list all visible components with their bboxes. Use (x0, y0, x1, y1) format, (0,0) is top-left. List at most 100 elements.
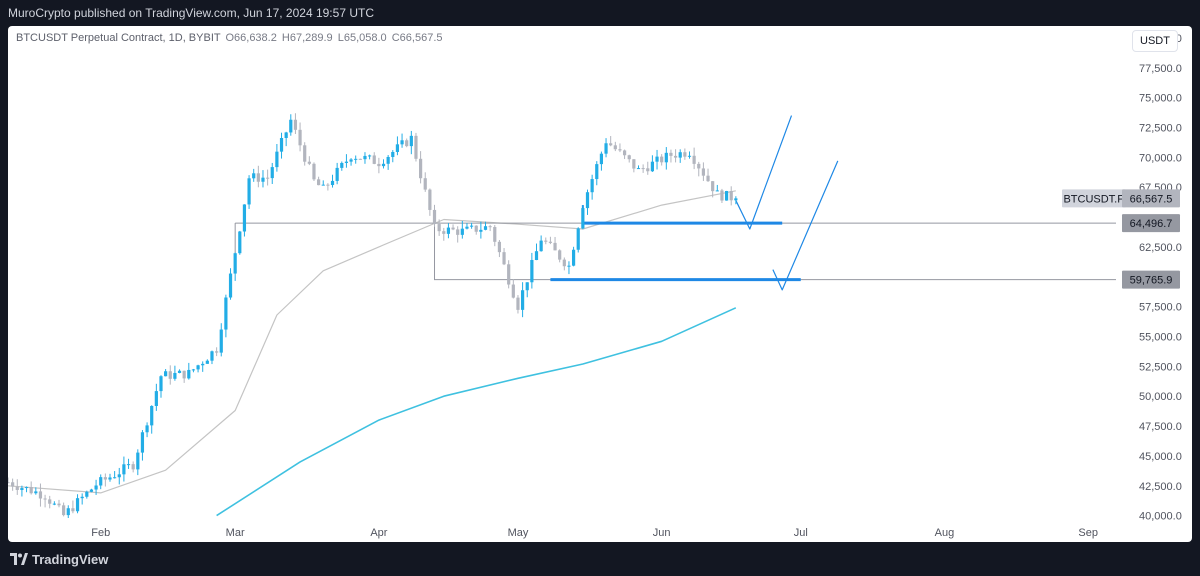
y-tick-label: 45,000.0 (1139, 451, 1182, 463)
candle-body (256, 173, 260, 182)
y-tick-label: 77,500.0 (1139, 63, 1182, 75)
candle-body (442, 231, 446, 234)
price-chart[interactable]: 80,000.077,500.075,000.072,500.070,000.0… (8, 26, 1192, 542)
low-value: L65,058.0 (337, 32, 387, 44)
candle-body (474, 225, 478, 232)
candle-body (11, 482, 15, 487)
candle-body (377, 163, 381, 167)
candle-body (660, 156, 664, 163)
candle-body (669, 152, 673, 156)
candle-body (140, 432, 145, 453)
candle-body (187, 369, 191, 379)
y-tick-label: 75,000.0 (1139, 93, 1182, 105)
candle-body (701, 168, 705, 176)
projection-path (772, 160, 839, 291)
candle-body (511, 284, 515, 298)
candle-body (391, 151, 395, 157)
candle-body (66, 508, 70, 516)
candle-body (201, 363, 205, 366)
candle-body (205, 360, 209, 364)
candle-body (303, 145, 307, 162)
candle-body (432, 209, 437, 225)
candle-body (558, 250, 562, 260)
y-tick-label: 40,000.0 (1139, 511, 1182, 523)
symbol-tag: BTCUSDT.P (1063, 193, 1124, 205)
candle-body (553, 242, 557, 251)
last-price-tag-bg (1122, 189, 1180, 208)
candle-body (729, 191, 733, 201)
candle-body (298, 129, 302, 146)
candle-body (697, 163, 701, 169)
candle-body (289, 119, 293, 133)
candle-body (571, 249, 576, 266)
candle-body (75, 498, 80, 512)
tradingview-logo-icon (10, 553, 28, 565)
candle-body (483, 226, 488, 230)
candle-body (664, 152, 668, 163)
candle-body (599, 153, 604, 165)
candle-body (261, 177, 265, 182)
candle-body (414, 135, 418, 159)
candle-body (720, 190, 724, 201)
candle-body (344, 161, 349, 163)
candle-body (321, 184, 325, 186)
level-tag-lower-bg (1122, 270, 1180, 289)
candle-body (595, 164, 599, 180)
candle-body (451, 227, 455, 230)
candle-body (678, 152, 682, 158)
y-tick-label: 70,000.0 (1139, 152, 1182, 164)
candle-body (613, 145, 617, 150)
candle-body (8, 482, 10, 484)
currency-button[interactable]: USDT (1132, 30, 1178, 52)
x-tick-label: Jun (653, 527, 671, 539)
y-tick-label: 42,500.0 (1139, 481, 1182, 493)
candle-body (502, 252, 506, 265)
candle-body (632, 159, 636, 169)
candle-body (641, 168, 645, 170)
candle-body (358, 158, 362, 160)
last-price-tag: 66,567.5 (1130, 193, 1173, 205)
candle-body (215, 351, 219, 353)
candle-body (150, 405, 154, 426)
candle-body (562, 259, 566, 267)
candle-body (103, 477, 107, 480)
candle-body (405, 140, 409, 147)
candle-body (85, 491, 89, 497)
candle-body (159, 376, 163, 392)
candle-body (683, 152, 687, 157)
candle-body (711, 181, 715, 192)
level-tag-lower: 59,765.9 (1130, 275, 1173, 287)
candle-body (381, 163, 386, 167)
candles (8, 113, 738, 519)
candle-body (419, 158, 423, 179)
candle-body (154, 391, 158, 406)
candle-body (57, 503, 61, 506)
publisher-header: MuroCrypto published on TradingView.com,… (0, 0, 1200, 26)
candle-body (497, 241, 502, 253)
candle-body (108, 477, 112, 480)
candle-body (312, 163, 316, 180)
candle-body (20, 488, 24, 490)
candle-body (715, 190, 719, 192)
candle-body (340, 162, 344, 168)
symbol-tag-bg (1062, 189, 1126, 208)
candle-body (131, 464, 135, 470)
candle-body (177, 370, 182, 373)
candle-body (126, 464, 131, 466)
level-tag-upper: 64,496.7 (1130, 218, 1173, 230)
candle-body (307, 161, 311, 164)
x-tick-label: Feb (91, 527, 110, 539)
candle-body (330, 180, 335, 186)
candle-body (576, 228, 580, 250)
footer-brand: TradingView (32, 552, 109, 567)
chart-panel[interactable]: 80,000.077,500.075,000.072,500.070,000.0… (8, 26, 1192, 542)
x-tick-label: Jul (794, 527, 808, 539)
publisher-line: MuroCrypto published on TradingView.com,… (8, 6, 374, 20)
candle-body (530, 259, 534, 283)
candle-body (326, 184, 330, 186)
candle-body (349, 159, 353, 162)
candle-body (89, 489, 94, 492)
candle-body (317, 179, 321, 186)
candle-body (210, 351, 214, 361)
candle-body (29, 487, 33, 494)
